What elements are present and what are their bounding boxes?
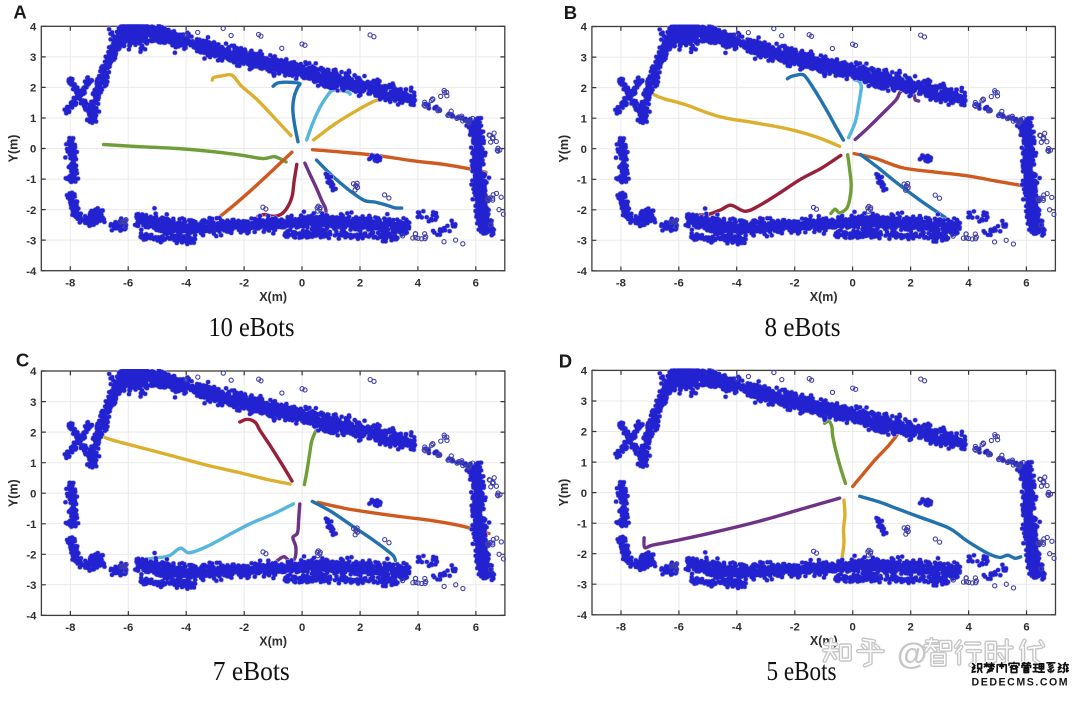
svg-text:C: C — [16, 349, 29, 370]
svg-text:B: B — [564, 2, 577, 23]
svg-text:D: D — [559, 350, 572, 371]
svg-text:8 eBots: 8 eBots — [765, 312, 841, 342]
svg-text:A: A — [13, 2, 26, 23]
svg-text:@: @ — [897, 636, 927, 671]
svg-text:7 eBots: 7 eBots — [213, 656, 290, 686]
svg-text:DEDECMS.COM: DEDECMS.COM — [972, 677, 1070, 689]
svg-text:10 eBots: 10 eBots — [209, 312, 295, 342]
